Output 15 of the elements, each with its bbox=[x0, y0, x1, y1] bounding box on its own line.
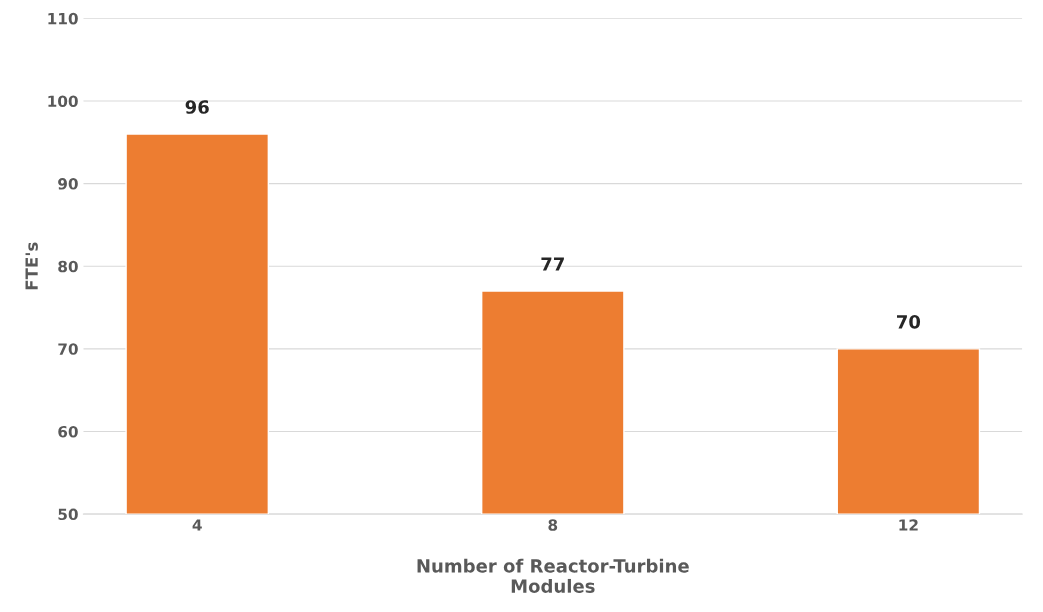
x-axis-title: Number of Reactor-Turbine Modules bbox=[417, 558, 689, 593]
x-tick-label: 12 bbox=[899, 519, 918, 531]
y-tick-label: 110 bbox=[48, 12, 78, 25]
y-tick-label: 90 bbox=[58, 178, 78, 190]
data-label: 77 bbox=[541, 257, 564, 271]
x-tick-label: 4 bbox=[192, 519, 202, 531]
y-axis-title: FTE's bbox=[25, 242, 38, 290]
y-tick-label: 60 bbox=[58, 425, 78, 438]
y-tick-label: 80 bbox=[58, 260, 78, 273]
y-tick-label: 50 bbox=[58, 508, 78, 521]
y-tick-label: 100 bbox=[48, 95, 78, 107]
data-label: 70 bbox=[897, 315, 921, 329]
data-label: 96 bbox=[185, 100, 209, 114]
x-tick-label: 8 bbox=[548, 519, 558, 531]
y-tick-label: 70 bbox=[58, 343, 78, 355]
